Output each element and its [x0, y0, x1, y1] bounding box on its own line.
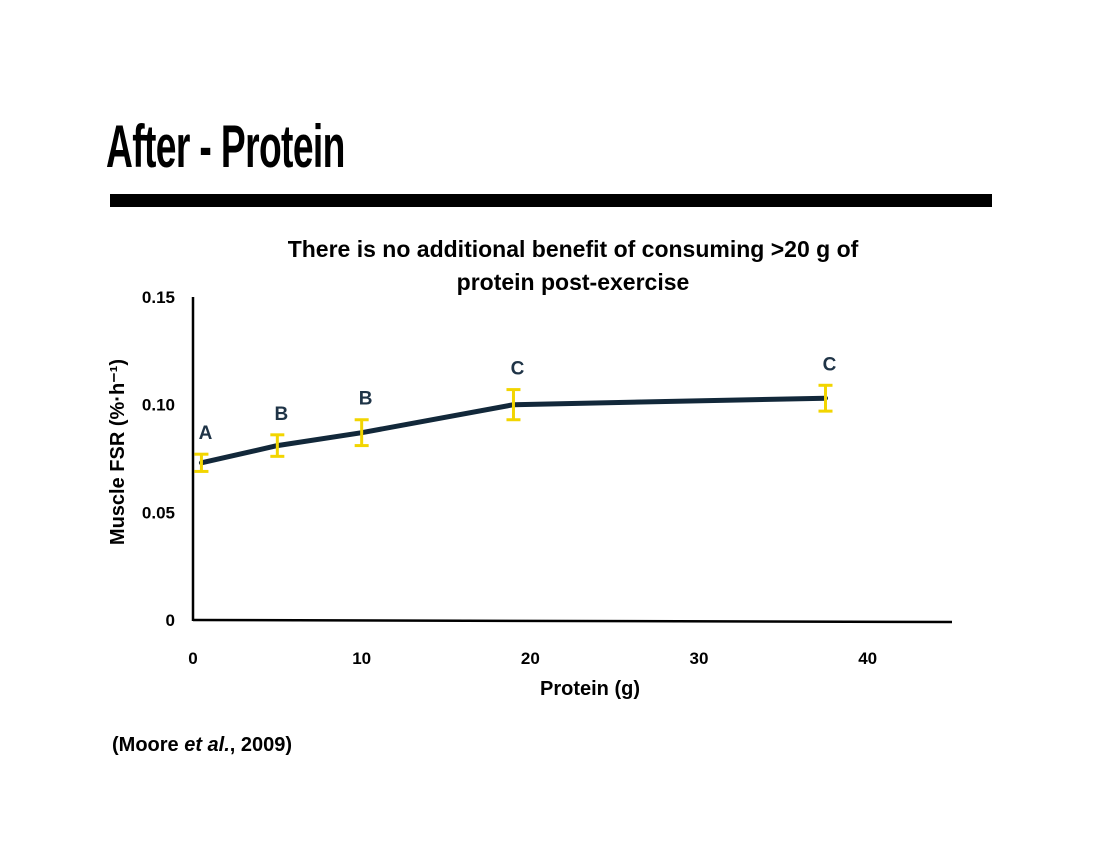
error-bar [270, 433, 285, 458]
chart-title-line-1: There is no additional benefit of consum… [288, 236, 859, 262]
x-tick-label: 0 [188, 649, 197, 668]
citation-authors: (Moore [112, 734, 185, 756]
citation-year: , 2009) [229, 734, 293, 756]
x-tick-label: 30 [690, 649, 709, 668]
x-tick-label: 10 [352, 649, 371, 668]
error-bar [354, 418, 369, 448]
x-tick-label: 20 [521, 649, 540, 668]
error-bar [194, 452, 209, 473]
tick-labels: 0 10 20 30 40 0 0.05 0.10 0.15 [142, 288, 877, 668]
significance-letters: A B B C C [199, 354, 837, 444]
title-underline [110, 194, 992, 207]
x-axis-label: Protein (g) [540, 678, 640, 700]
y-axis-label: Muscle FSR (%·h⁻¹) [107, 359, 129, 545]
significance-letter: B [359, 389, 373, 410]
significance-letter: C [823, 354, 837, 375]
error-bar [506, 388, 521, 422]
y-tick-label: 0.10 [142, 396, 175, 415]
y-tick-label: 0 [166, 611, 175, 630]
citation: (Moore et al., 2009) [112, 734, 292, 757]
x-tick-label: 40 [858, 649, 877, 668]
error-bar [818, 383, 833, 413]
axes [191, 297, 953, 624]
y-tick-label: 0.15 [142, 288, 175, 307]
y-tick-label: 0.05 [142, 503, 175, 522]
citation-et-al: et al. [184, 734, 230, 756]
significance-letter: A [199, 423, 213, 444]
chart-title-line-2: protein post-exercise [457, 269, 690, 295]
significance-letter: C [511, 359, 525, 380]
significance-letter: B [274, 404, 288, 425]
slide-title: After - Protein [106, 113, 345, 180]
x-axis-line [192, 618, 953, 624]
error-bars [194, 383, 833, 473]
